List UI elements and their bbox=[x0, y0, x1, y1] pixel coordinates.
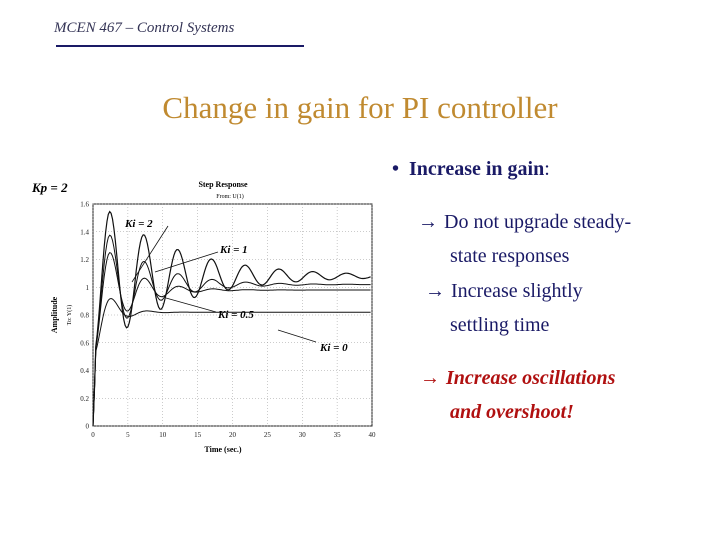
annotation-leader bbox=[277, 329, 317, 343]
slide-title: Change in gain for PI controller bbox=[162, 90, 558, 125]
step-response-chart: 0 5 10 15 20 25 30 35 40 0 0.2 0.4 0.6 0.8 1 1.2 1.4 1.6 S… bbox=[31, 180, 377, 454]
y-tick-label: 1.2 bbox=[80, 256, 89, 264]
series-label: Ki = 2 bbox=[124, 218, 153, 230]
y-tick-label: 1 bbox=[86, 284, 90, 292]
series-label: Ki = 0.5 bbox=[217, 309, 254, 321]
sub-bullet-2: → Increase slightly settling time bbox=[425, 274, 583, 342]
x-tick-label: 10 bbox=[159, 431, 167, 439]
x-tick-label: 0 bbox=[91, 431, 95, 439]
course-header: MCEN 467 – Control Systems bbox=[54, 20, 235, 36]
x-tick-label: 35 bbox=[334, 431, 342, 439]
sub-bullet-2-line1: Increase slightly bbox=[451, 280, 583, 302]
arrow-icon: → bbox=[420, 367, 440, 389]
x-tick-label: 25 bbox=[264, 431, 272, 439]
bullet-heading: • Increase in gain: bbox=[392, 158, 550, 181]
y-tick-label: 1.4 bbox=[80, 228, 89, 236]
series-label: Ki = 0 bbox=[319, 342, 348, 354]
bullet-heading-colon: : bbox=[544, 158, 550, 180]
sub-bullet-3-line2: and overshoot! bbox=[450, 401, 574, 423]
y-tick-label: 0.8 bbox=[80, 312, 89, 320]
sub-bullet-1: → Do not upgrade steady- state responses bbox=[418, 205, 631, 273]
sub-bullet-3: → Increase oscillations and overshoot! bbox=[420, 361, 615, 429]
x-tick-label: 5 bbox=[126, 431, 130, 439]
arrow-icon: → bbox=[418, 211, 438, 233]
arrow-icon: → bbox=[425, 280, 445, 302]
y-axis-label: Amplitude bbox=[50, 296, 59, 333]
series-label: Ki = 1 bbox=[219, 244, 248, 256]
y-tick-label: 0.6 bbox=[80, 339, 89, 347]
series-line-2 bbox=[92, 234, 371, 427]
series-line-4 bbox=[92, 297, 371, 427]
chart-title: Step Response bbox=[198, 180, 248, 189]
sub-bullet-3-line1: Increase oscillations bbox=[446, 367, 616, 389]
sub-bullet-2-line2: settling time bbox=[450, 314, 550, 336]
x-tick-label: 15 bbox=[194, 431, 202, 439]
series-line-3 bbox=[92, 251, 371, 427]
annotation-leader bbox=[165, 297, 217, 313]
sub-bullet-1-line2: state responses bbox=[450, 245, 570, 267]
chart-subtitle: From: U(1) bbox=[216, 193, 244, 200]
annotation-leader bbox=[154, 251, 219, 273]
x-tick-label: 40 bbox=[369, 431, 377, 439]
sub-bullet-1-line1: Do not upgrade steady- bbox=[444, 211, 632, 233]
y-tick-label: 0.2 bbox=[80, 395, 89, 403]
kp-label: Kp = 2 bbox=[31, 180, 68, 195]
y-axis-label-secondary: To: Y(1) bbox=[66, 305, 73, 326]
y-tick-label: 1.6 bbox=[80, 201, 89, 209]
header-underline bbox=[56, 45, 304, 47]
x-tick-label: 30 bbox=[299, 431, 307, 439]
x-tick-label: 20 bbox=[229, 431, 237, 439]
annotation-leader bbox=[131, 225, 169, 283]
y-tick-label: 0 bbox=[86, 423, 90, 431]
bullet-heading-text: Increase in gain bbox=[409, 158, 545, 180]
y-tick-label: 0.4 bbox=[80, 367, 89, 375]
x-axis-label: Time (sec.) bbox=[204, 445, 242, 454]
